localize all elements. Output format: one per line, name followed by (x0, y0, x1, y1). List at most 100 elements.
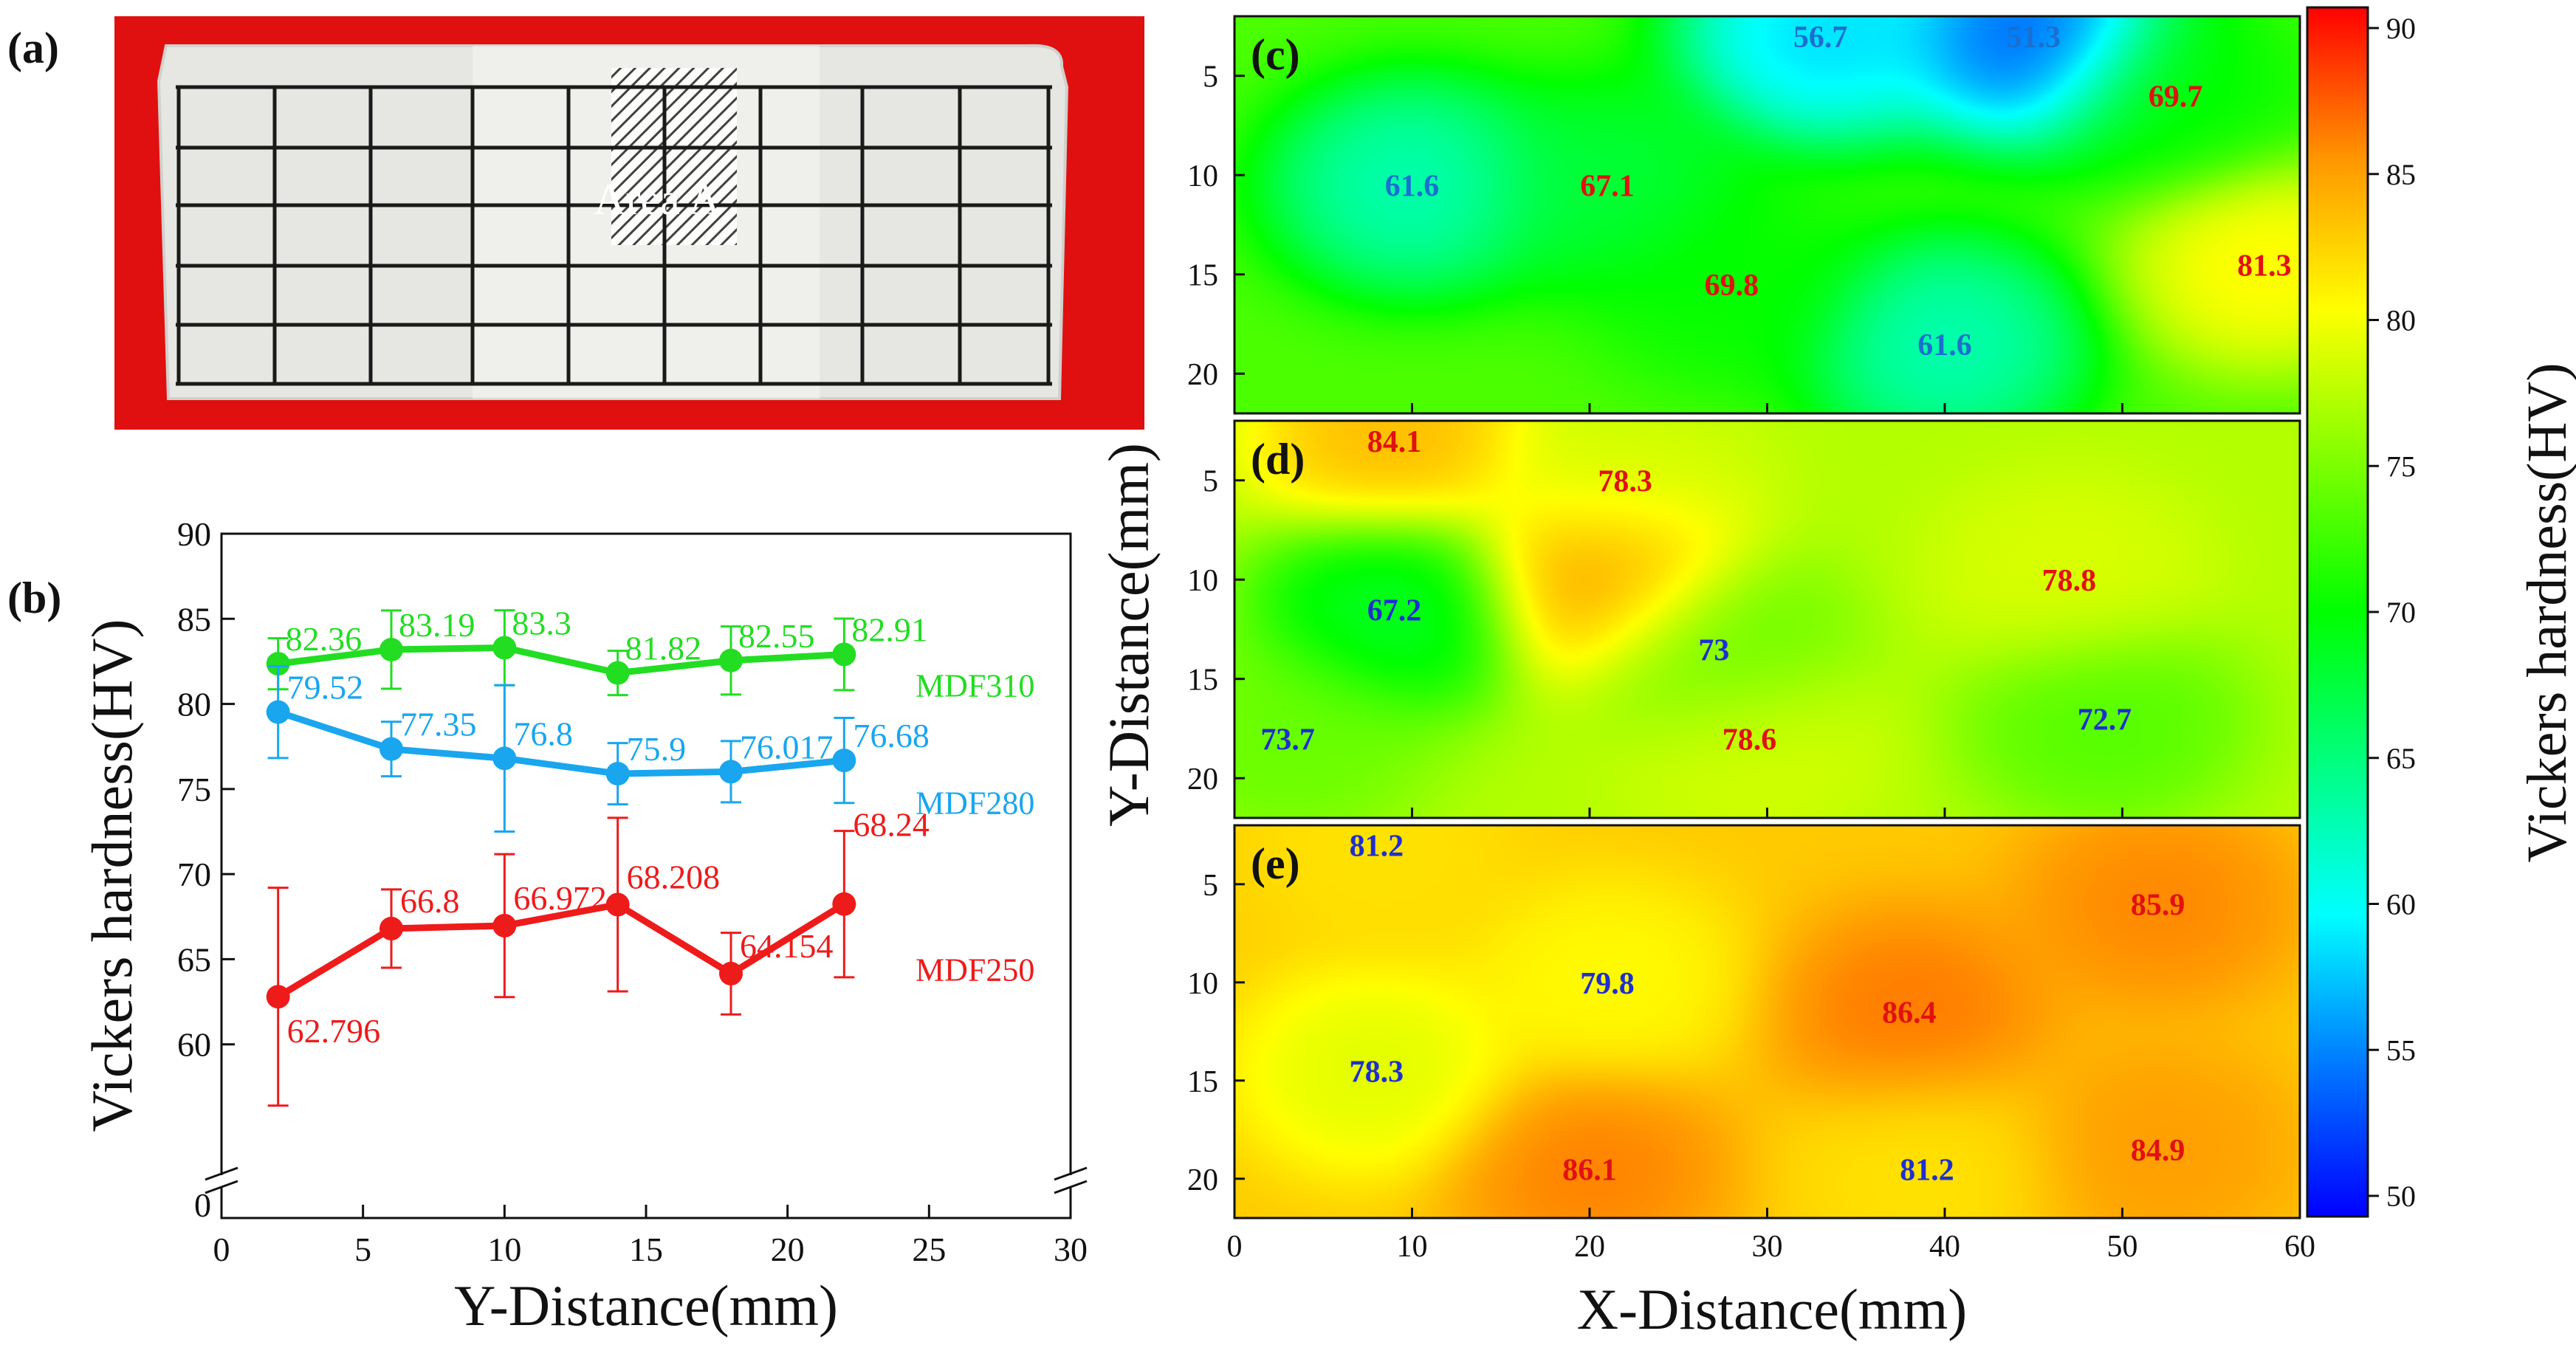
colorbar: 50 55 60 65 70 75 80 85 90 Vickers hardness(HV) (2306, 6, 2576, 1218)
hardness-value-label: 73 (1698, 633, 1729, 667)
data-point (832, 749, 856, 773)
data-label: 81.82 (625, 630, 702, 667)
colorbar-tick-label: 70 (2386, 596, 2416, 629)
heatmap-x-tick-label: 30 (1752, 1230, 1783, 1264)
heatmap-y-tick-label: 15 (1187, 259, 1218, 293)
data-label: 79.52 (287, 669, 364, 706)
y-tick-label: 75 (177, 771, 211, 808)
line-chart-x-label: Y-Distance(mm) (454, 1273, 838, 1338)
hardness-map-d: 5 10 15 20 (d) 84.1 78.3 67.2 73 78.8 73.7 78.6 72.7 (1187, 419, 2301, 819)
data-label: 82.36 (286, 620, 363, 658)
series-line (277, 709, 845, 777)
hardness-value-label: 78.8 (2042, 564, 2097, 598)
series-mdf310: 82.36 83.19 83.3 81.82 82.55 82.91 MDF310 (266, 604, 1034, 704)
panel-label-b: (b) (7, 574, 61, 622)
x-tick-label: 5 (354, 1231, 371, 1268)
heatmap-x-label: X-Distance(mm) (1577, 1277, 1967, 1341)
heatmap-y-tick-label: 10 (1187, 564, 1218, 598)
series-mdf250: 62.796 66.8 66.972 68.208 64.154 68.24 MDF250 (266, 806, 1034, 1107)
hardness-value-label: 78.3 (1350, 1056, 1404, 1090)
colorbar-tick-label: 50 (2386, 1180, 2416, 1213)
heatmap-x-tick-label: 10 (1397, 1230, 1428, 1264)
heatmap-y-tick-label: 15 (1187, 664, 1218, 698)
hardness-map-field-e (1234, 825, 2300, 1218)
hardness-value-label: 81.3 (2237, 249, 2292, 283)
colorbar-tick-label: 75 (2386, 450, 2416, 483)
line-chart-y-label: Vickers hardness(HV) (80, 619, 144, 1132)
hardness-value-label: 61.6 (1917, 328, 1972, 362)
hardness-map-field-d (1234, 421, 2300, 818)
data-point (719, 760, 743, 784)
hardness-value-label: 78.3 (1598, 465, 1652, 499)
data-point (492, 746, 517, 771)
hardness-value-label: 67.2 (1367, 594, 1422, 628)
heatmap-y-tick-label: 5 (1203, 869, 1218, 903)
data-label: 77.35 (400, 706, 477, 743)
x-tick-label: 0 (213, 1231, 230, 1268)
x-tick-label: 10 (487, 1231, 521, 1268)
data-label: 82.91 (851, 610, 928, 648)
series-line (276, 901, 846, 1000)
heatmap-y-tick-label: 10 (1187, 967, 1218, 1001)
colorbar-tick-label: 85 (2386, 158, 2416, 191)
data-label: 76.8 (513, 715, 573, 752)
heatmap-y-tick-label: 15 (1187, 1065, 1218, 1099)
hardness-value-label: 86.4 (1882, 997, 1937, 1031)
hardness-value-label: 86.1 (1562, 1154, 1617, 1188)
sample-photo: Area A (114, 16, 1144, 430)
hardness-maps: 5 10 15 20 (c) 56.7 51.3 69.7 61.6 67.1 69.8 81.3 61… (1187, 15, 2315, 1264)
heatmap-y-tick-label: 5 (1203, 465, 1218, 499)
data-point (832, 642, 856, 667)
y-tick-label: 90 (177, 515, 211, 553)
data-point (605, 762, 630, 786)
data-point (719, 961, 743, 985)
x-tick-label: 15 (629, 1231, 663, 1268)
legend-entry: MDF310 (916, 668, 1034, 704)
hardness-value-label: 61.6 (1385, 170, 1440, 204)
heatmap-x-tick-label: 50 (2107, 1230, 2138, 1264)
area-a-hatch (611, 68, 737, 245)
data-point (832, 892, 856, 916)
data-point (492, 636, 517, 660)
panel-label-d: (d) (1251, 435, 1305, 484)
x-tick-label: 25 (912, 1231, 946, 1268)
data-label: 68.24 (853, 806, 930, 844)
axis-break-mark (205, 1166, 238, 1181)
y-tick-label: 65 (177, 940, 211, 978)
y-tick-label-zero: 0 (194, 1186, 211, 1224)
hardness-value-label: 85.9 (2131, 888, 2185, 922)
heatmap-x-tick-label: 20 (1574, 1230, 1605, 1264)
hardness-value-label: 67.1 (1580, 170, 1635, 204)
data-label: 83.3 (512, 604, 571, 641)
data-point (266, 652, 290, 676)
hardness-value-label: 51.3 (2007, 21, 2061, 55)
heatmap-x-tick-label: 0 (1227, 1230, 1243, 1264)
data-point (266, 985, 290, 1009)
colorbar-tick-label: 80 (2386, 304, 2416, 337)
data-point (379, 638, 403, 662)
hardness-value-label: 79.8 (1580, 967, 1635, 1001)
line-chart: 82.36 83.19 83.381.82 82.55 82.91MDF31079.52… (80, 515, 1088, 1338)
data-label: 68.208 (627, 858, 721, 895)
y-tick-label: 80 (177, 686, 211, 723)
heatmap-x-tick-label: 60 (2284, 1230, 2315, 1264)
panel-label-c: (c) (1251, 30, 1300, 79)
panel-label-e: (e) (1251, 839, 1300, 888)
legend-entry: MDF280 (916, 785, 1034, 822)
hardness-value-label: 72.7 (2078, 703, 2132, 737)
data-point (719, 648, 743, 672)
hardness-value-label: 81.2 (1350, 830, 1404, 864)
data-label: 62.796 (287, 1012, 380, 1050)
data-label: 76.68 (853, 717, 930, 754)
data-point (605, 661, 630, 685)
heatmap-y-tick-label: 10 (1187, 159, 1218, 193)
axis-break-mark (205, 1180, 238, 1194)
axis-break-gap (213, 1175, 230, 1187)
data-point (379, 916, 403, 940)
data-label: 82.55 (738, 617, 815, 655)
area-a-label: Area A (594, 175, 721, 224)
x-tick-label: 30 (1054, 1231, 1088, 1268)
colorbar-tick-label: 55 (2386, 1033, 2416, 1067)
series-mdf280: 79.52 77.35 76.8 75.9 76.017 76.68 MDF280 (266, 664, 1034, 833)
